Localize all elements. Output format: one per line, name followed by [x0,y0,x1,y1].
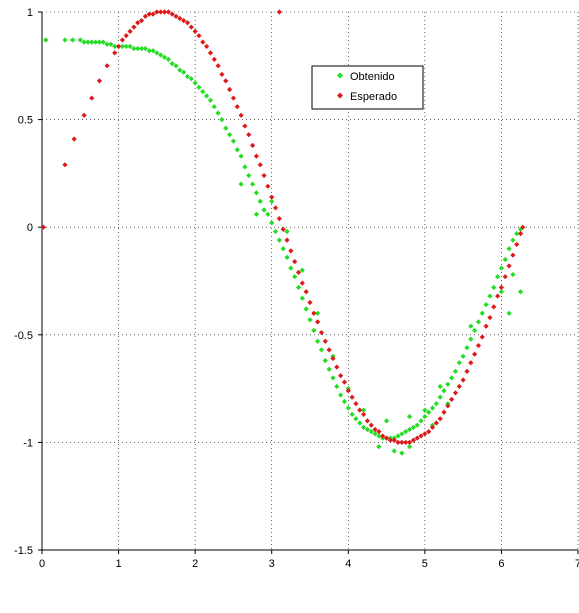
y-tick-label: 1 [27,7,33,19]
y-tick-labels: 1 0.5 0 -0.5 -1 -1.5 [14,7,33,557]
legend-label-obtenido: Obtenido [350,71,395,83]
x-tick-label: 5 [422,558,428,570]
legend-label-esperado: Esperado [350,91,397,103]
x-tick-label: 4 [345,558,351,570]
x-tick-label: 3 [269,558,275,570]
y-tick-label: -1 [23,437,33,449]
y-tick-label: -1.5 [14,545,33,557]
x-tick-label: 6 [498,558,504,570]
y-tick-label: 0.5 [18,115,33,127]
x-tick-labels: 0 1 2 3 4 5 6 7 [39,558,579,570]
y-tick-label: -0.5 [14,330,33,342]
x-tick-label: 7 [575,558,579,570]
plot-area [42,12,578,550]
y-tick-label: 0 [27,222,33,234]
x-tick-label: 1 [116,558,122,570]
x-tick-label: 2 [192,558,198,570]
x-tick-label: 0 [39,558,45,570]
legend: Obtenido Esperado [312,66,423,109]
